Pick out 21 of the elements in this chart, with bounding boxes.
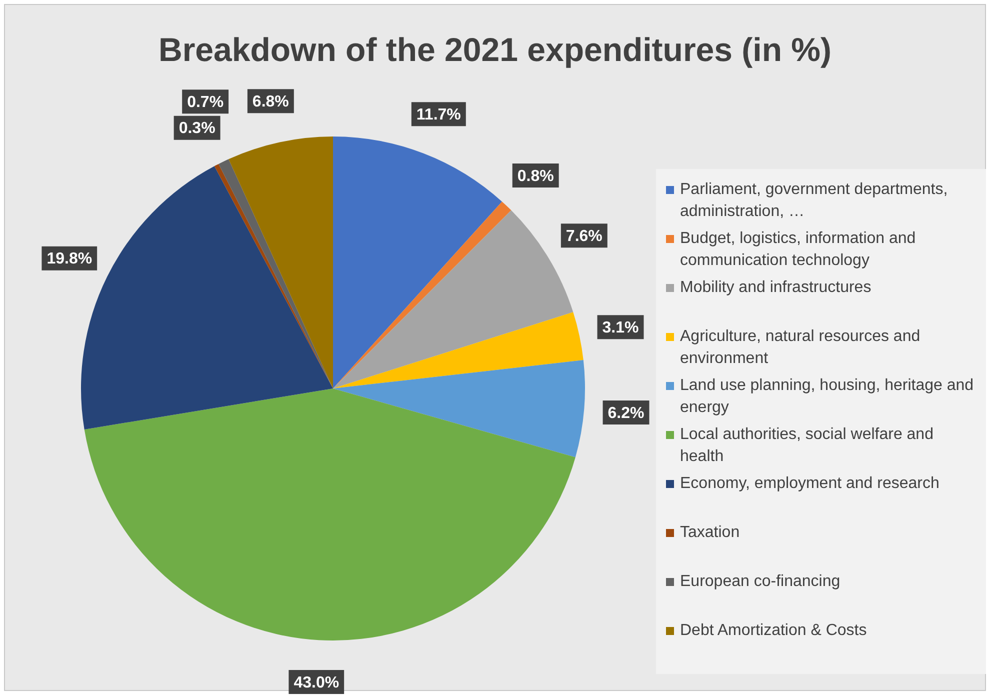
data-label: 3.1% <box>602 319 639 336</box>
legend-label: Land use planning, housing, heritage and energy <box>680 376 975 418</box>
data-label: 19.8% <box>46 250 92 268</box>
legend-label: Budget, logistics, information and communication technology <box>680 229 917 271</box>
chart-title: Breakdown of the 2021 expenditures (in %) <box>158 31 832 69</box>
legend-label: Parliament, government departments, administration, … <box>680 180 949 222</box>
data-label: 6.2% <box>608 404 644 422</box>
legend-label: Economy, employment and research <box>680 474 940 494</box>
legend-label: European co-financing <box>680 572 840 592</box>
data-label: 11.7% <box>416 106 461 124</box>
legend-label: Debt Amortization & Costs <box>680 621 867 641</box>
legend-label: Agriculture, natural resources and environment <box>680 327 922 369</box>
data-label: 43.0% <box>294 674 340 692</box>
data-label: 0.3% <box>178 120 216 138</box>
data-label: 6.8% <box>252 94 289 111</box>
data-label: 0.7% <box>187 94 224 112</box>
data-label: 0.8% <box>517 168 554 185</box>
legend-label: Mobility and infrastructures <box>680 278 872 298</box>
data-label: 7.6% <box>566 228 602 246</box>
legend-label: Local authorities, social welfare and health <box>680 425 934 467</box>
legend-label: Taxation <box>680 523 740 543</box>
